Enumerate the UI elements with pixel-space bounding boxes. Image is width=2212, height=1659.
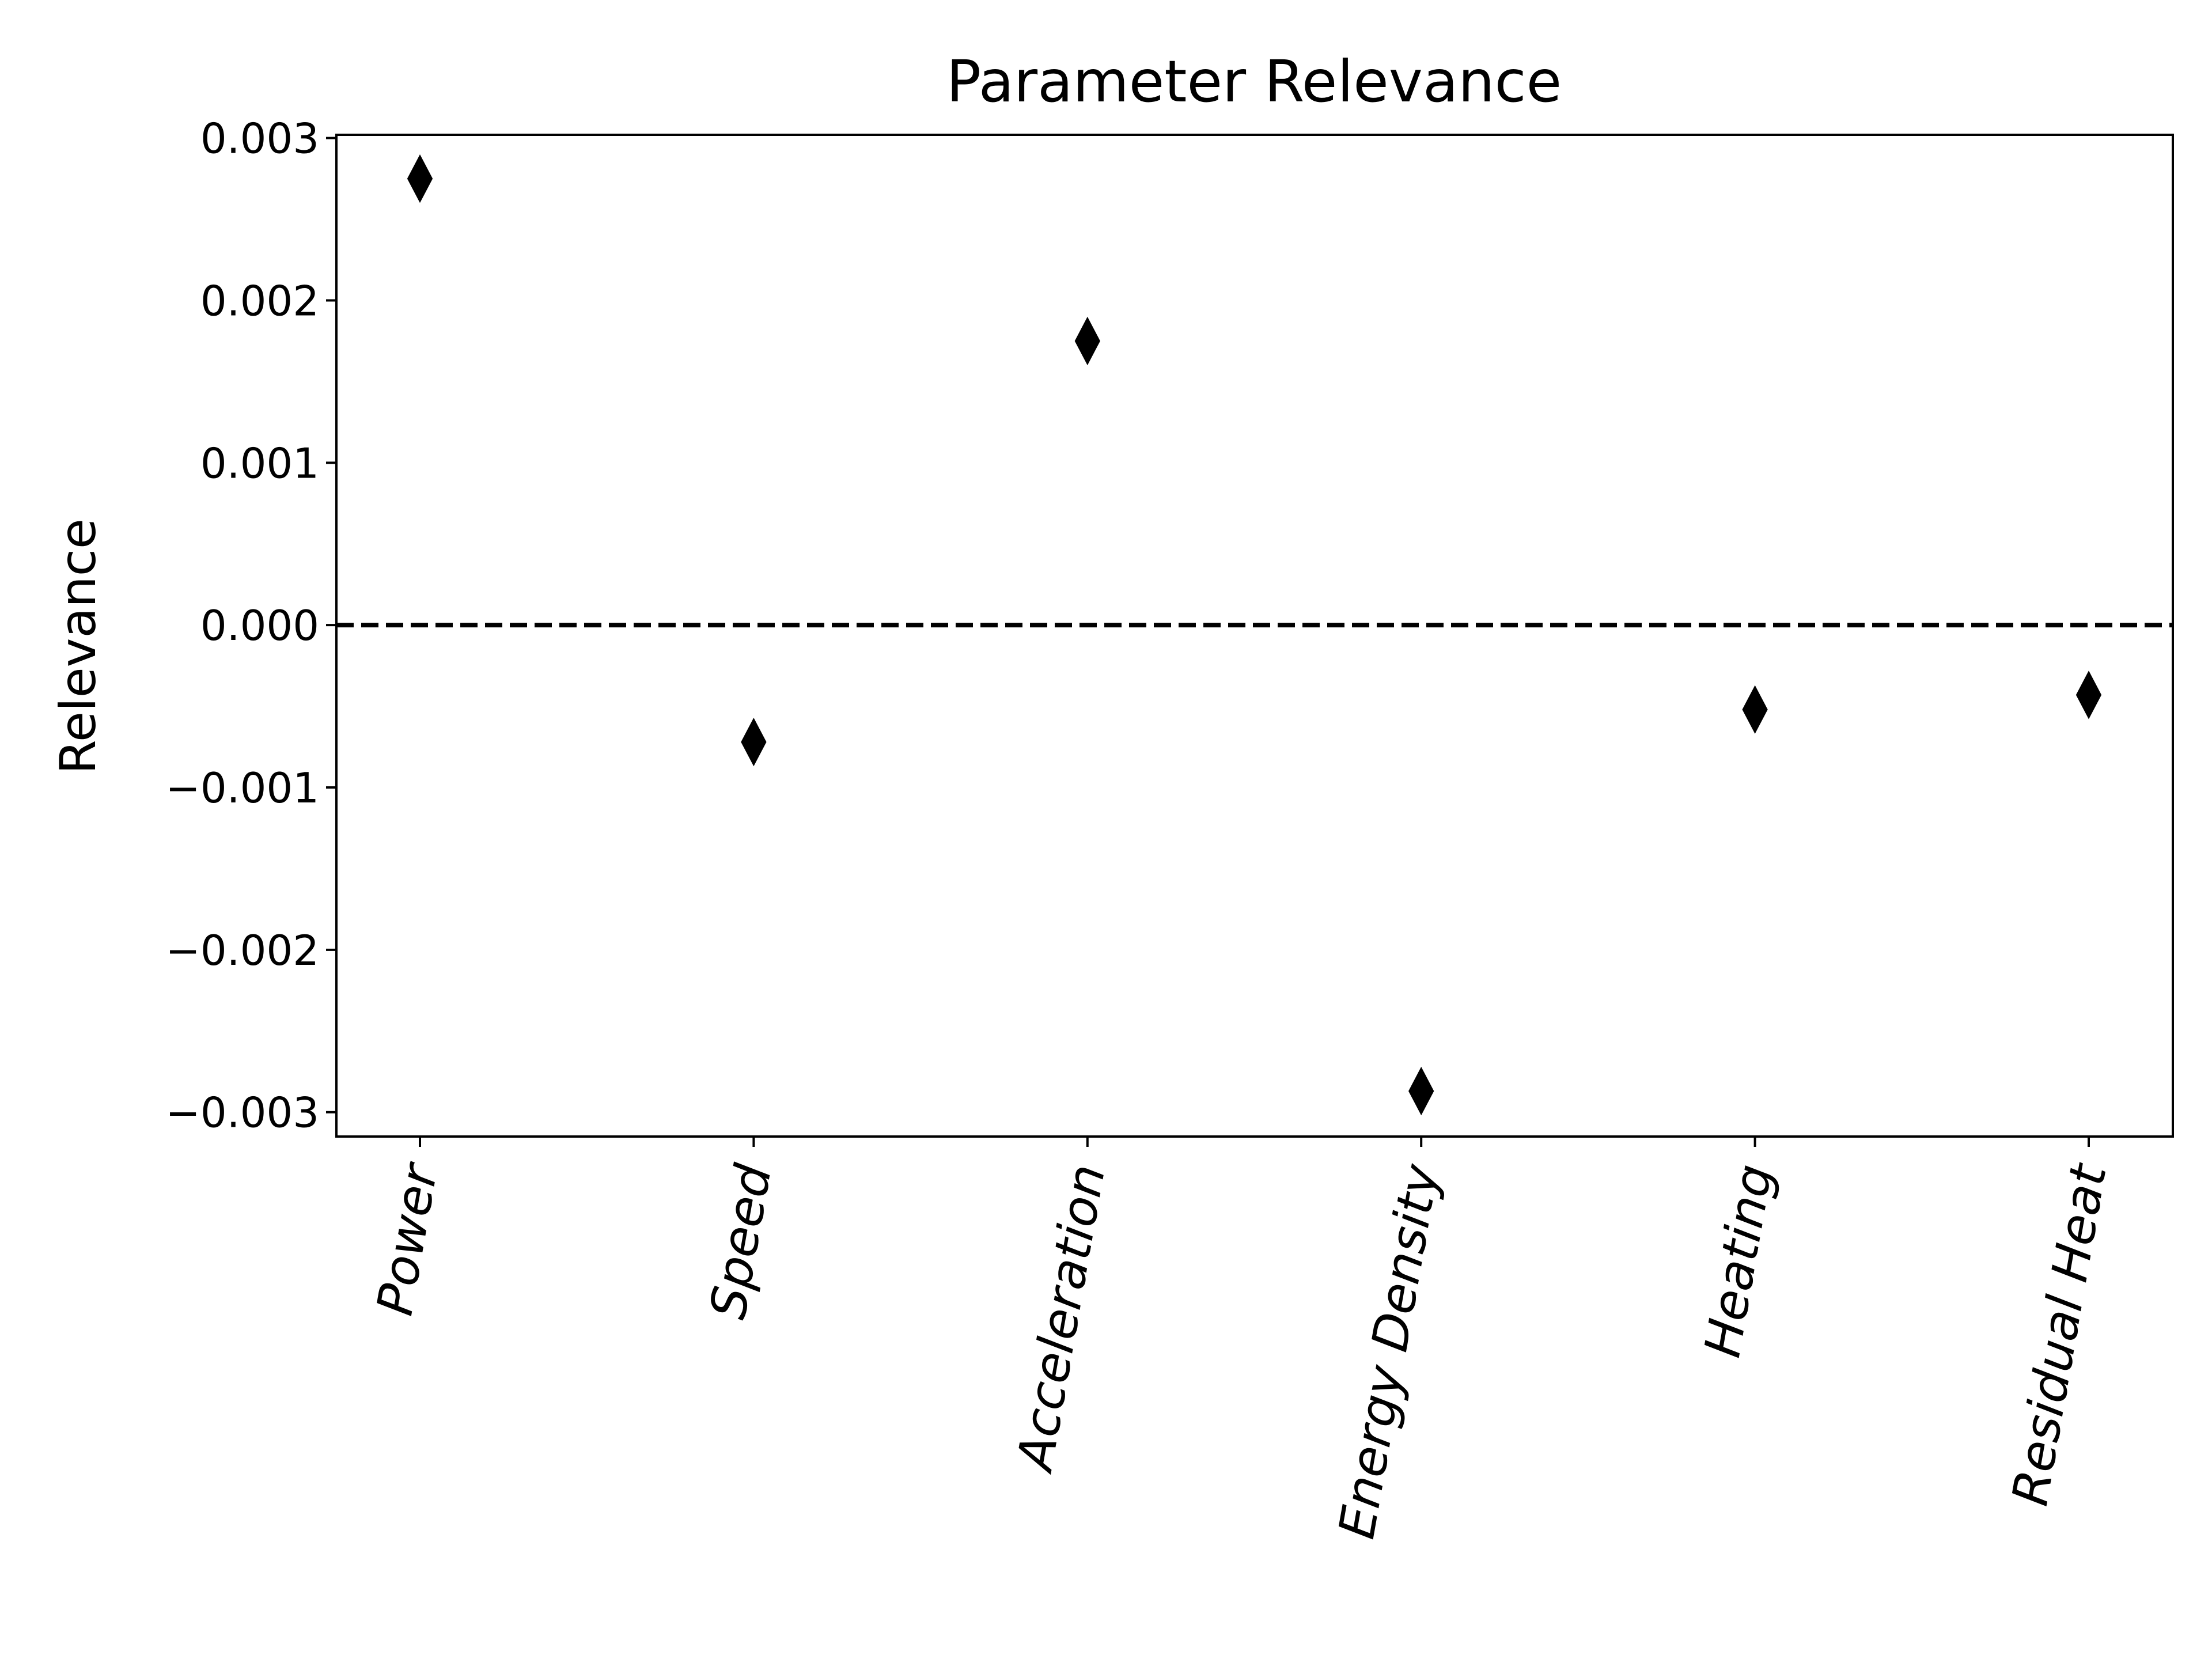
data-point-power <box>407 154 433 203</box>
y-tick-label: 0.001 <box>200 439 319 487</box>
y-axis-label: Relevance <box>50 518 107 774</box>
y-tick-label: −0.001 <box>166 764 319 812</box>
x-tick-label: Residual Heat <box>2001 1158 2118 1510</box>
plot-area: 0.003 0.002 0.001 0.000 −0.001 −0.002 −0.003 P… <box>166 115 2174 1543</box>
data-point-acceleration <box>1074 316 1100 366</box>
y-tick-label: −0.003 <box>166 1089 319 1137</box>
x-tick-label: Heating <box>1694 1160 1784 1361</box>
data-point-heating <box>1742 685 1768 734</box>
plot-frame <box>335 134 2174 1138</box>
y-tick-label: 0.003 <box>200 115 319 163</box>
x-tick-label: Speed <box>699 1160 783 1323</box>
data-point-energy-density <box>1408 1066 1434 1116</box>
y-tick-label: 0.000 <box>200 601 319 650</box>
chart-title: Parameter Relevance <box>946 48 1562 115</box>
data-point-speed <box>741 717 767 767</box>
x-axis-ticks: Power Speed Acceleration Energy Density Heat… <box>366 1137 2118 1543</box>
y-tick-label: −0.002 <box>166 926 319 975</box>
data-points <box>407 154 2102 1116</box>
x-tick-label: Energy Density <box>1328 1160 1450 1543</box>
x-tick-label: Power <box>366 1158 450 1320</box>
x-tick-label: Acceleration <box>1006 1160 1116 1477</box>
data-point-residual-heat <box>2075 671 2102 719</box>
y-axis-ticks: 0.003 0.002 0.001 0.000 −0.001 −0.002 −0.003 <box>166 115 336 1137</box>
y-tick-label: 0.002 <box>200 276 319 325</box>
